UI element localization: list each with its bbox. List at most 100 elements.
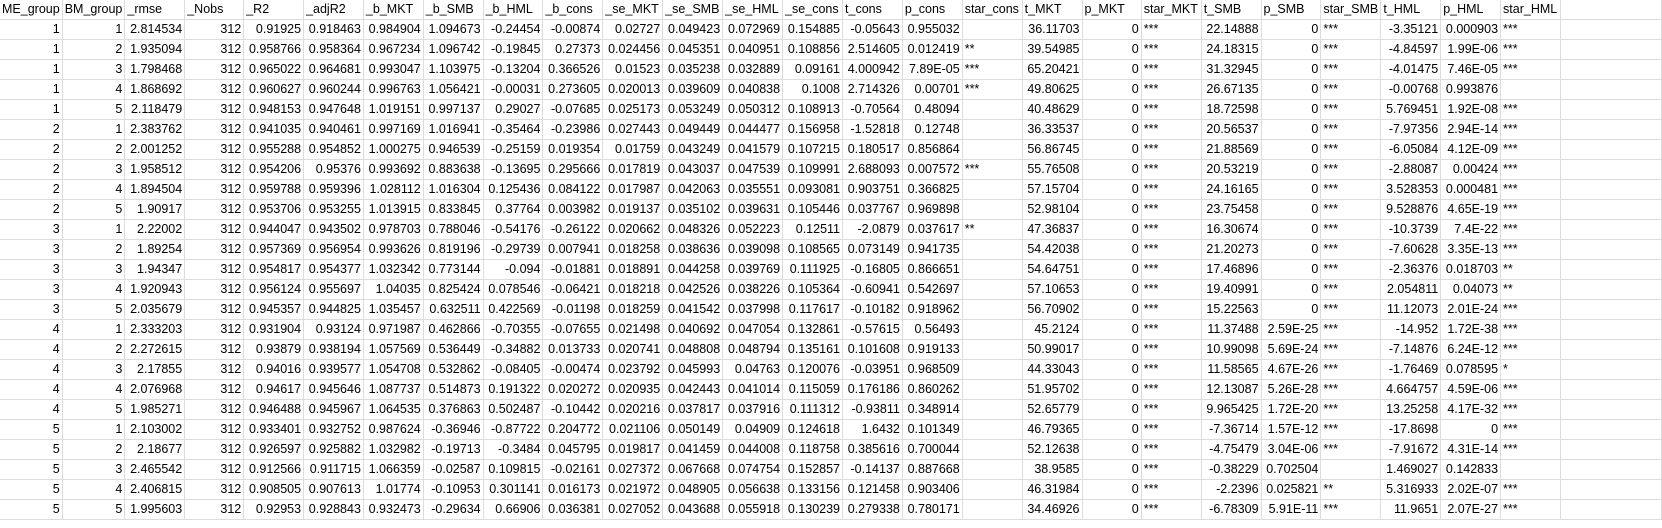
cell-b-mkt[interactable]: 1.087737: [363, 379, 424, 400]
cell-p-cons[interactable]: 0.860262: [902, 379, 963, 400]
cell-t-mkt[interactable]: 36.33537: [1022, 119, 1083, 140]
cell-bm-group[interactable]: 2: [62, 39, 126, 60]
cell-t-smb[interactable]: 10.99098: [1201, 339, 1262, 360]
cell-se-smb[interactable]: 0.040692: [662, 319, 724, 340]
cell-b-smb[interactable]: 0.376863: [423, 399, 484, 420]
cell-star-mkt[interactable]: ***: [1141, 59, 1202, 80]
cell-star-mkt[interactable]: ***: [1141, 419, 1202, 440]
cell-se-hml[interactable]: 0.04909: [722, 419, 784, 440]
cell-b-hml[interactable]: -0.35464: [483, 119, 544, 140]
cell-p-smb[interactable]: 0: [1261, 259, 1322, 280]
cell-p-hml[interactable]: 7.46E-05: [1440, 59, 1502, 80]
cell-t-cons[interactable]: 0.180517: [842, 139, 903, 160]
cell-nobs[interactable]: 312: [184, 319, 245, 340]
cell-rmse[interactable]: 1.89254: [124, 239, 186, 260]
cell-star-mkt[interactable]: ***: [1141, 79, 1202, 100]
cell-me-group[interactable]: 5: [0, 499, 63, 520]
empty-cell[interactable]: [1560, 259, 1662, 280]
cell-p-hml[interactable]: 3.35E-13: [1440, 239, 1502, 260]
cell-p-smb[interactable]: 0: [1261, 119, 1322, 140]
cell-b-mkt[interactable]: 1.054708: [363, 359, 424, 380]
cell-t-smb[interactable]: -6.78309: [1201, 499, 1262, 520]
cell-se-mkt[interactable]: 0.018218: [602, 279, 664, 300]
cell-b-cons[interactable]: 0.019354: [542, 139, 604, 160]
cell-p-mkt[interactable]: 0: [1082, 59, 1142, 80]
cell-t-cons[interactable]: -0.10182: [842, 299, 903, 320]
cell-b-hml[interactable]: -0.19845: [483, 39, 544, 60]
cell-b-smb[interactable]: 0.514873: [423, 379, 484, 400]
cell-star-mkt[interactable]: ***: [1141, 39, 1202, 60]
cell-rmse[interactable]: 1.798468: [124, 59, 186, 80]
cell-p-cons[interactable]: 0.780171: [902, 499, 963, 520]
cell-r2[interactable]: 0.93879: [243, 339, 305, 360]
cell-rmse[interactable]: 2.22002: [124, 219, 186, 240]
cell-t-mkt[interactable]: 52.12638: [1022, 439, 1083, 460]
cell-p-cons[interactable]: 0.700044: [902, 439, 963, 460]
cell-p-smb[interactable]: 0.025821: [1261, 479, 1322, 500]
cell-b-hml[interactable]: -0.24454: [483, 19, 544, 40]
cell-rmse[interactable]: 2.814534: [124, 19, 186, 40]
cell-p-mkt[interactable]: 0: [1082, 419, 1142, 440]
cell-adjr2[interactable]: 0.925882: [303, 439, 364, 460]
cell-se-mkt[interactable]: 0.023792: [602, 359, 664, 380]
cell-p-hml[interactable]: 2.07E-27: [1440, 499, 1502, 520]
cell-rmse[interactable]: 2.333203: [124, 319, 186, 340]
cell-t-mkt[interactable]: 52.65779: [1022, 399, 1083, 420]
cell-b-mkt[interactable]: 1.066359: [363, 459, 424, 480]
column-header-adjr2[interactable]: _adjR2: [303, 0, 364, 20]
cell-star-hml[interactable]: ***: [1500, 439, 1561, 460]
cell-t-hml[interactable]: 4.664757: [1380, 379, 1442, 400]
cell-r2[interactable]: 0.92953: [243, 499, 305, 520]
cell-se-mkt[interactable]: 0.020741: [602, 339, 664, 360]
cell-t-hml[interactable]: 11.12073: [1380, 299, 1442, 320]
cell-me-group[interactable]: 4: [0, 379, 63, 400]
cell-b-mkt[interactable]: 0.993047: [363, 59, 424, 80]
empty-cell[interactable]: [1560, 79, 1662, 100]
cell-me-group[interactable]: 1: [0, 59, 63, 80]
cell-b-hml[interactable]: -0.3484: [483, 439, 544, 460]
cell-t-smb[interactable]: -7.36714: [1201, 419, 1262, 440]
cell-p-mkt[interactable]: 0: [1082, 379, 1142, 400]
column-header-se-mkt[interactable]: _se_MKT: [602, 0, 664, 20]
cell-star-cons[interactable]: [962, 119, 1023, 140]
cell-star-hml[interactable]: ***: [1500, 199, 1561, 220]
cell-t-cons[interactable]: -0.57615: [842, 319, 903, 340]
cell-t-smb[interactable]: 17.46896: [1201, 259, 1262, 280]
cell-b-smb[interactable]: 0.819196: [423, 239, 484, 260]
cell-adjr2[interactable]: 0.945646: [303, 379, 364, 400]
cell-adjr2[interactable]: 0.939577: [303, 359, 364, 380]
cell-se-cons[interactable]: 0.107215: [782, 139, 844, 160]
cell-b-cons[interactable]: 0.204772: [542, 419, 604, 440]
cell-t-hml[interactable]: -7.14876: [1380, 339, 1442, 360]
cell-bm-group[interactable]: 5: [62, 199, 126, 220]
cell-se-smb[interactable]: 0.043037: [662, 159, 724, 180]
cell-p-smb[interactable]: 0: [1261, 219, 1322, 240]
empty-cell[interactable]: [1560, 439, 1662, 460]
cell-p-cons[interactable]: 0.037617: [902, 219, 963, 240]
empty-cell[interactable]: [1560, 0, 1662, 20]
cell-p-cons[interactable]: 0.366825: [902, 179, 963, 200]
cell-t-smb[interactable]: 21.88569: [1201, 139, 1262, 160]
cell-p-mkt[interactable]: 0: [1082, 119, 1142, 140]
cell-star-smb[interactable]: ***: [1320, 439, 1382, 460]
cell-star-cons[interactable]: [962, 319, 1023, 340]
cell-star-cons[interactable]: [962, 139, 1023, 160]
cell-r2[interactable]: 0.91925: [243, 19, 305, 40]
cell-p-hml[interactable]: 0: [1440, 419, 1502, 440]
cell-r2[interactable]: 0.954206: [243, 159, 305, 180]
cell-star-hml[interactable]: ***: [1500, 299, 1561, 320]
cell-star-mkt[interactable]: ***: [1141, 319, 1202, 340]
cell-se-hml[interactable]: 0.044008: [722, 439, 784, 460]
cell-r2[interactable]: 0.960627: [243, 79, 305, 100]
cell-se-mkt[interactable]: 0.017819: [602, 159, 664, 180]
cell-b-smb[interactable]: 1.016941: [423, 119, 484, 140]
cell-se-mkt[interactable]: 0.021498: [602, 319, 664, 340]
cell-star-mkt[interactable]: ***: [1141, 99, 1202, 120]
cell-se-cons[interactable]: 0.1008: [782, 79, 844, 100]
cell-rmse[interactable]: 2.076968: [124, 379, 186, 400]
cell-p-smb[interactable]: 0: [1261, 199, 1322, 220]
cell-se-cons[interactable]: 0.124618: [782, 419, 844, 440]
cell-p-hml[interactable]: 0.993876: [1440, 79, 1502, 100]
cell-star-cons[interactable]: [962, 199, 1023, 220]
cell-star-cons[interactable]: ***: [962, 159, 1023, 180]
